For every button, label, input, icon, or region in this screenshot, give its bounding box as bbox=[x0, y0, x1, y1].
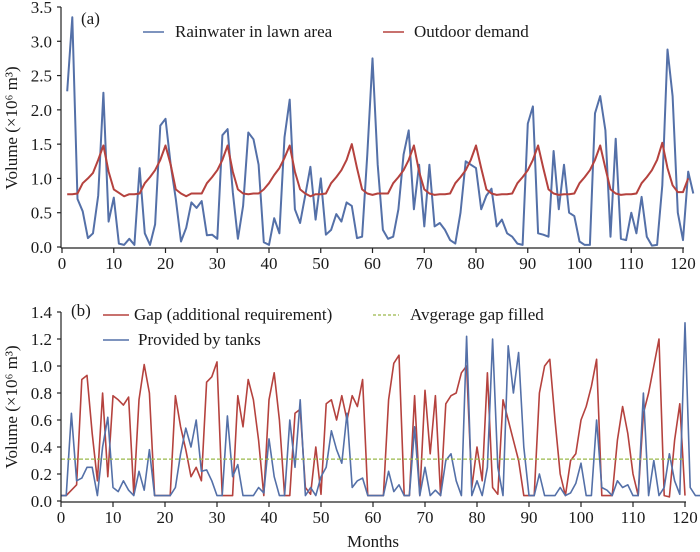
panel-b-y-tick-label: 0.4 bbox=[31, 438, 53, 457]
panel-b-y-tick-label: 0.8 bbox=[31, 384, 52, 403]
panel-b-y-tick-label: 0.0 bbox=[31, 492, 52, 511]
panel-a-x-tick-label: 70 bbox=[416, 254, 433, 273]
panel-b-x-tick-label: 90 bbox=[521, 508, 538, 527]
series-gap-additional-requirement bbox=[61, 338, 686, 498]
panel-b-x-tick-label: 100 bbox=[568, 508, 594, 527]
panel-b-label: (b) bbox=[71, 301, 91, 320]
panel-a-y-tick-label: 1.5 bbox=[31, 135, 52, 154]
panel-a-y-tick-label: 3.0 bbox=[31, 32, 52, 51]
panel-a-x-tick-label: 110 bbox=[619, 254, 644, 273]
panel-b-y-label: Volume (×10⁶ m³) bbox=[2, 345, 21, 468]
panel-b-x-tick-label: 10 bbox=[105, 508, 122, 527]
panel-b-x-tick-label: 80 bbox=[469, 508, 486, 527]
panel-b-y-tick-label: 1.2 bbox=[31, 330, 52, 349]
panel-b-y-tick-label: 1.4 bbox=[31, 303, 53, 322]
panel-a-x-tick-label: 60 bbox=[364, 254, 381, 273]
panel-a-label: (a) bbox=[81, 9, 100, 28]
panel-a-x-tick-label: 30 bbox=[209, 254, 226, 273]
panel-a-x-tick-label: 80 bbox=[468, 254, 485, 273]
panel-b-x-tick-label: 0 bbox=[57, 508, 66, 527]
legend-gap-label: Gap (additional requirement) bbox=[134, 305, 332, 324]
panel-a-y-tick-label: 0.5 bbox=[31, 204, 52, 223]
panel-a-y-ticks: 0.0 0.5 1.0 1.5 2.0 2.5 3.0 3.5 bbox=[31, 0, 61, 257]
panel-a-y-label: Volume (×10⁶ m³) bbox=[2, 66, 21, 189]
series-provided-by-tanks bbox=[61, 321, 700, 497]
panel-a-x-tick-label: 20 bbox=[157, 254, 174, 273]
panel-a-x-tick-label: 50 bbox=[312, 254, 329, 273]
panel-b: 0.0 0.2 0.4 0.6 0.8 1.0 1.2 1.4 0 10 20 30 40 50 60 70… bbox=[2, 301, 700, 551]
panel-b-legend: Gap (additional requirement) Provided by… bbox=[103, 305, 544, 349]
panel-a-series bbox=[66, 16, 695, 247]
panel-b-x-label: Months bbox=[347, 532, 399, 551]
panel-a-y-tick-label: 1.0 bbox=[31, 169, 52, 188]
legend-average-label: Avgerage gap filled bbox=[410, 305, 544, 324]
panel-b-y-tick-label: 0.2 bbox=[31, 465, 52, 484]
panel-b-series bbox=[61, 321, 700, 498]
panel-b-x-tick-label: 60 bbox=[365, 508, 382, 527]
panel-a-x-tick-label: 10 bbox=[105, 254, 122, 273]
legend-tanks-label: Provided by tanks bbox=[138, 330, 261, 349]
panel-a-legend: Rainwater in lawn area Outdoor demand bbox=[143, 22, 529, 41]
legend-outdoor-demand-label: Outdoor demand bbox=[414, 22, 529, 41]
panel-b-y-tick-label: 1.0 bbox=[31, 357, 52, 376]
panel-b-x-tick-label: 70 bbox=[417, 508, 434, 527]
panel-a-x-tick-label: 120 bbox=[670, 254, 696, 273]
panel-b-y-tick-label: 0.6 bbox=[31, 411, 52, 430]
series-outdoor-demand bbox=[67, 141, 690, 198]
panel-b-x-tick-label: 20 bbox=[157, 508, 174, 527]
series-rainwater-in-lawn-area bbox=[66, 16, 695, 247]
panel-b-x-tick-label: 30 bbox=[209, 508, 226, 527]
panel-a-x-tick-label: 40 bbox=[261, 254, 278, 273]
panel-a-y-tick-label: 3.5 bbox=[31, 0, 52, 17]
panel-a-x-tick-label: 90 bbox=[519, 254, 536, 273]
panel-a-y-tick-label: 2.5 bbox=[31, 67, 52, 86]
panel-b-x-tick-label: 110 bbox=[621, 508, 646, 527]
panel-a-y-tick-label: 0.0 bbox=[31, 238, 52, 257]
panel-b-x-ticks: 0 10 20 30 40 50 60 70 80 90 100 110 120 bbox=[57, 502, 698, 527]
panel-a-x-ticks: 0 10 20 30 40 50 60 70 80 90 100 110 120 bbox=[58, 248, 696, 273]
panel-b-x-tick-label: 50 bbox=[313, 508, 330, 527]
panel-b-x-tick-label: 120 bbox=[672, 508, 698, 527]
panel-a: 0.0 0.5 1.0 1.5 2.0 2.5 3.0 3.5 0 10 20 30 40 50 60 70… bbox=[2, 0, 696, 273]
legend-rainwater-label: Rainwater in lawn area bbox=[175, 22, 333, 41]
panel-a-y-tick-label: 2.0 bbox=[31, 101, 52, 120]
panel-b-y-ticks: 0.0 0.2 0.4 0.6 0.8 1.0 1.2 1.4 bbox=[31, 303, 61, 511]
panel-a-x-tick-label: 100 bbox=[567, 254, 593, 273]
panel-b-x-tick-label: 40 bbox=[261, 508, 278, 527]
panel-a-x-tick-label: 0 bbox=[58, 254, 67, 273]
